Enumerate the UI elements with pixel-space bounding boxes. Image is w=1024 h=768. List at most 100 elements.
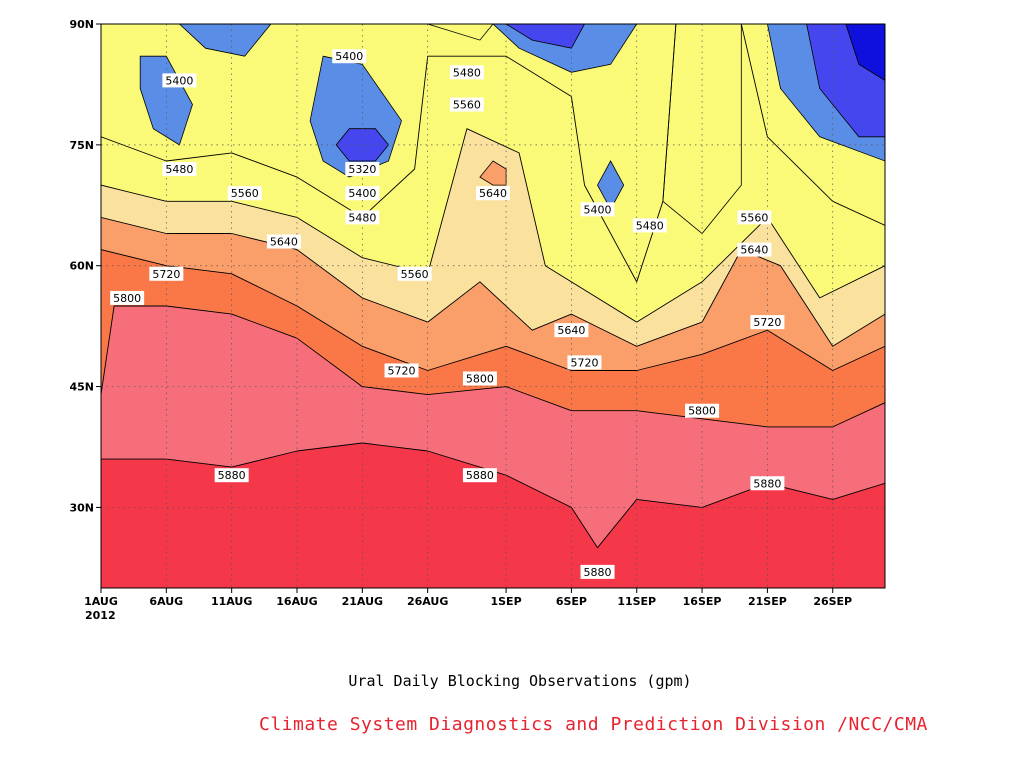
- contour-label: 5560: [397, 266, 432, 281]
- contour-label-text: 5640: [557, 324, 585, 337]
- contour-label: 5400: [162, 73, 197, 88]
- contour-label-text: 5560: [231, 187, 259, 200]
- contour-label: 5640: [737, 242, 772, 257]
- contour-label-text: 5480: [348, 211, 376, 224]
- band-5880: [101, 443, 885, 588]
- contour-label: 5880: [462, 468, 497, 483]
- contour-label: 5880: [214, 468, 249, 483]
- band-blob: [179, 24, 271, 57]
- contour-label: 5800: [110, 290, 145, 305]
- contour-label-text: 5800: [688, 405, 716, 418]
- contour-line-5720: [101, 249, 885, 371]
- contour-label: 5480: [632, 218, 667, 233]
- x-tick-label: 6AUG: [149, 595, 183, 608]
- contour-label-text: 5400: [584, 203, 612, 216]
- contour-blob-line: [492, 24, 638, 73]
- contour-label: 5560: [737, 210, 772, 225]
- band-blob: [336, 128, 389, 161]
- contour-label: 5480: [345, 210, 380, 225]
- contour-label: 5400: [345, 186, 380, 201]
- contour-label-text: 5560: [453, 99, 481, 112]
- contour-label-text: 5880: [466, 469, 494, 482]
- band-blob: [506, 24, 585, 49]
- contour-label: 5640: [554, 323, 589, 338]
- contour-label: 5720: [567, 355, 602, 370]
- contour-label-text: 5480: [453, 66, 481, 79]
- contour-line-5800: [101, 305, 885, 428]
- contour-label: 5720: [384, 363, 419, 378]
- x-tick-label: 6SEP: [556, 595, 587, 608]
- contour-label-text: 5320: [348, 163, 376, 176]
- y-tick-label: 90N: [69, 18, 94, 31]
- contour-label-text: 5400: [348, 187, 376, 200]
- contour-label-text: 5560: [401, 268, 429, 281]
- band-blob: [845, 24, 885, 81]
- y-tick-label: 30N: [69, 501, 94, 514]
- contour-line-5480: [101, 24, 677, 283]
- y-axis: 30N 45N 60N 75N 90N: [69, 18, 101, 514]
- contour-line-5560: [101, 128, 885, 323]
- contour-label-text: 5640: [740, 244, 768, 257]
- chart-title: Ural Daily Blocking Observations (gpm): [348, 672, 692, 690]
- contour-blob-line: [479, 160, 507, 186]
- x-tick-label: 21SEP: [748, 595, 787, 608]
- contour-blob-line: [806, 24, 885, 138]
- band-blob: [427, 24, 493, 41]
- contour-label: 5480: [449, 65, 484, 80]
- contour-label-text: 5720: [753, 316, 781, 329]
- contour-blob-line: [766, 24, 885, 162]
- x-axis-year-label: 2012: [85, 609, 116, 622]
- contour-label-text: 5720: [570, 356, 598, 369]
- contour-label-text: 5800: [466, 373, 494, 386]
- contour-blob-line: [845, 24, 885, 81]
- band-blob: [140, 56, 193, 145]
- y-tick-label: 60N: [69, 260, 94, 273]
- contour-label: 5720: [750, 315, 785, 330]
- x-tick-label: 26SEP: [813, 595, 852, 608]
- band-blob: [479, 161, 507, 186]
- contour-blob-line: [505, 24, 585, 49]
- contour-label-text: 5880: [753, 477, 781, 490]
- x-tick-label: 26AUG: [407, 595, 448, 608]
- contour-labels: 5400 5400 5480 5560 5320 5400 5480 5480 5560 5640…: [110, 49, 785, 579]
- contour-blob-line: [335, 128, 390, 162]
- x-tick-label: 11SEP: [617, 595, 656, 608]
- contour-label: 5800: [685, 403, 720, 418]
- contour-label: 5560: [227, 186, 262, 201]
- x-tick-label: 16SEP: [683, 595, 722, 608]
- y-tick-label: 45N: [69, 381, 94, 394]
- contour-label-text: 5640: [270, 236, 298, 249]
- contour-label: 5720: [149, 266, 184, 281]
- contour-label: 5560: [449, 97, 484, 112]
- contour-label-text: 5640: [479, 187, 507, 200]
- contour-line-5640: [101, 216, 885, 347]
- contour-label: 5880: [750, 476, 785, 491]
- y-tick-label: 75N: [69, 139, 94, 152]
- contour-label-text: 5880: [218, 469, 246, 482]
- contour-label-text: 5400: [165, 74, 193, 87]
- contour-fills: [101, 24, 885, 588]
- contour-label-text: 5800: [113, 292, 141, 305]
- x-tick-label: 1AUG: [84, 595, 118, 608]
- contour-label-text: 5400: [335, 50, 363, 63]
- contour-blob-line: [178, 24, 272, 57]
- contour-label: 5640: [476, 186, 510, 201]
- contour-label-text: 5560: [740, 211, 768, 224]
- x-tick-label: 16AUG: [276, 595, 317, 608]
- contour-line-5480: [740, 24, 885, 226]
- contour-blob-line: [427, 24, 494, 41]
- contour-label: 5400: [580, 202, 615, 217]
- contour-label-text: 5480: [165, 163, 193, 176]
- x-tick-label: 11AUG: [211, 595, 252, 608]
- plot-frame: [100, 23, 886, 589]
- contour-label: 5880: [580, 564, 615, 579]
- contour-label: 5400: [332, 49, 367, 64]
- contour-label-text: 5880: [584, 566, 612, 579]
- x-axis: 1AUG 6AUG 11AUG 16AUG 21AUG 26AUG 1SEP 6SEP 11SE…: [84, 588, 852, 608]
- contour-label: 5320: [345, 162, 380, 177]
- contour-label-text: 5720: [388, 364, 416, 377]
- contour-label-text: 5480: [636, 219, 664, 232]
- x-tick-label: 21AUG: [342, 595, 383, 608]
- contour-label-text: 5720: [152, 268, 180, 281]
